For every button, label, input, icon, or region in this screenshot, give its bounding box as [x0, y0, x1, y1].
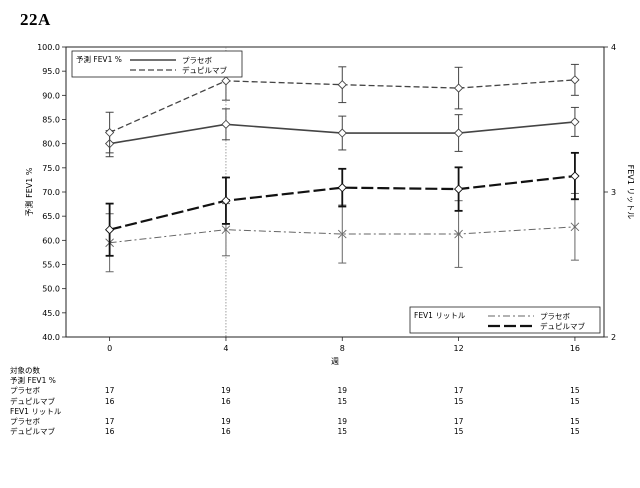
table-cell: 19 — [211, 417, 241, 427]
table-cell: 19 — [327, 417, 357, 427]
table-cell: 17 — [444, 417, 474, 427]
x-tick-label: 12 — [454, 344, 464, 353]
y-left-tick-label: 70.0 — [42, 188, 60, 197]
table-cell: 15 — [327, 397, 357, 407]
y-right-tick-label: 3 — [611, 188, 616, 197]
y-left-tick-label: 90.0 — [42, 91, 60, 100]
table-cell: 15 — [327, 427, 357, 437]
table-cell: 15 — [444, 427, 474, 437]
data-point — [106, 129, 114, 137]
y-left-tick-label: 60.0 — [42, 236, 60, 245]
table-row: デュピルマブ 16 16 15 15 15 — [10, 427, 610, 437]
table-cell: 15 — [560, 427, 590, 437]
data-point — [106, 226, 114, 234]
x-tick-label: 16 — [570, 344, 580, 353]
legend-entry-label: プラセボ — [182, 56, 212, 65]
y-left-tick-label: 50.0 — [42, 285, 60, 294]
table-cell: 19 — [211, 386, 241, 396]
y-right-axis-label: FEV1 リットル — [626, 165, 635, 220]
table-cell: 19 — [327, 386, 357, 396]
table-cell: 17 — [444, 386, 474, 396]
legend-entry-label: デュピルマブ — [182, 65, 227, 75]
data-point — [338, 129, 346, 137]
table-row-label: プラセボ — [10, 417, 40, 427]
table-row-label: プラセボ — [10, 386, 40, 396]
table-group-label: 予測 FEV1 % — [10, 376, 56, 386]
legend-entry-label: プラセボ — [540, 312, 570, 321]
data-point — [571, 172, 579, 180]
data-point — [222, 77, 230, 85]
y-right-tick-label: 2 — [611, 333, 616, 342]
x-tick-label: 0 — [107, 344, 112, 353]
y-left-tick-label: 85.0 — [42, 116, 60, 125]
legend-entry-label: デュピルマブ — [540, 321, 585, 331]
data-point — [338, 81, 346, 89]
y-left-tick-label: 95.0 — [42, 67, 60, 76]
table-cell: 15 — [560, 417, 590, 427]
table-title: 対象の数 — [10, 366, 40, 376]
data-point — [455, 185, 463, 193]
table-cell: 15 — [444, 397, 474, 407]
table-cell: 17 — [95, 386, 125, 396]
x-tick-label: 8 — [340, 344, 345, 353]
table-cell: 17 — [95, 417, 125, 427]
y-left-tick-label: 65.0 — [42, 212, 60, 221]
x-axis-label: 週 — [331, 357, 339, 366]
data-point — [455, 84, 463, 92]
table-row-label: デュピルマブ — [10, 397, 55, 407]
y-left-tick-label: 55.0 — [42, 261, 60, 270]
table-cell: 15 — [560, 386, 590, 396]
data-point — [455, 129, 463, 137]
y-left-tick-label: 45.0 — [42, 309, 60, 318]
legend-title: FEV1 リットル — [414, 311, 466, 320]
table-cell: 16 — [211, 427, 241, 437]
data-point — [571, 118, 579, 126]
y-left-tick-label: 100.0 — [37, 43, 60, 52]
y-left-axis-label: 予測 FEV1 % — [24, 167, 34, 216]
table-row: プラセボ 17 19 19 17 15 — [10, 386, 610, 396]
y-left-tick-label: 80.0 — [42, 140, 60, 149]
x-tick-label: 4 — [223, 344, 228, 353]
table-row-label: デュピルマブ — [10, 427, 55, 437]
data-point — [571, 76, 579, 84]
legend-title: 予測 FEV1 % — [76, 54, 122, 64]
table-group-label: FEV1 リットル — [10, 407, 61, 417]
y-left-tick-label: 75.0 — [42, 164, 60, 173]
y-left-tick-label: 40.0 — [42, 333, 60, 342]
table-cell: 16 — [95, 397, 125, 407]
line-chart: 40.0 45.0 50.0 55.0 60.0 65.0 70.0 75.0 80.0 85.0… — [0, 0, 640, 366]
plot-frame — [66, 47, 604, 337]
data-point — [222, 120, 230, 128]
table-row: デュピルマブ 16 16 15 15 15 — [10, 397, 610, 407]
table-cell: 16 — [95, 427, 125, 437]
data-point — [338, 184, 346, 192]
table-cell: 16 — [211, 397, 241, 407]
table-cell: 15 — [560, 397, 590, 407]
table-row: プラセボ 17 19 19 17 15 — [10, 417, 610, 427]
y-right-tick-label: 4 — [611, 43, 616, 52]
subject-count-table: 対象の数 予測 FEV1 % プラセボ 17 19 19 17 15 デュピルマ… — [10, 366, 610, 437]
